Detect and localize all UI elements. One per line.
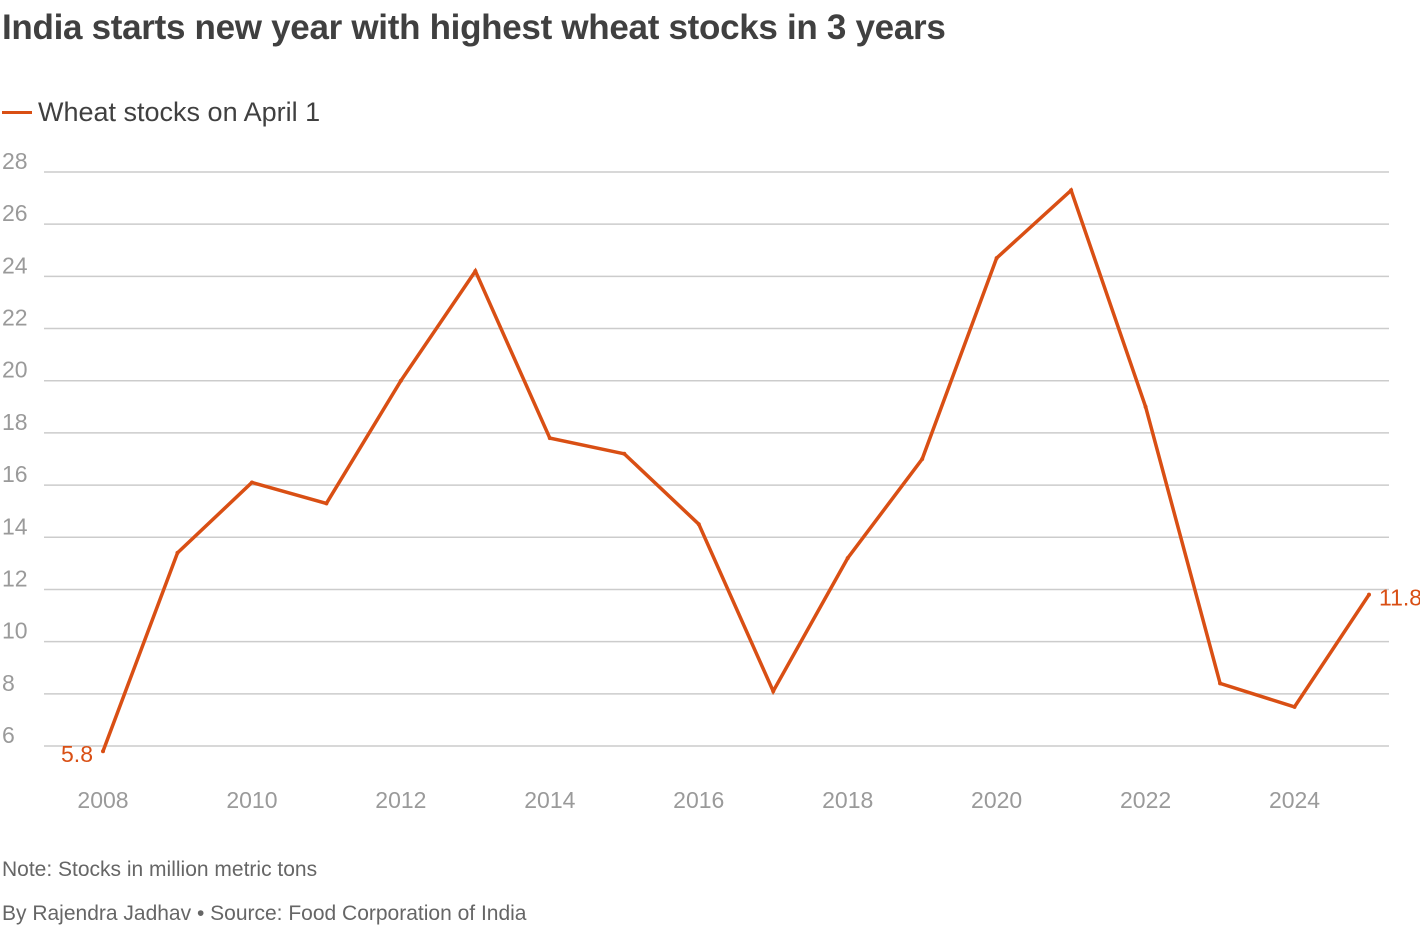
y-tick-12: 12 xyxy=(2,565,28,591)
data-point-2015 xyxy=(622,451,627,456)
y-tick-6: 6 xyxy=(2,722,15,748)
data-point-2016 xyxy=(696,522,701,527)
series-line-0 xyxy=(101,187,1371,752)
chart-note: Note: Stocks in million metric tons xyxy=(2,858,318,881)
y-tick-18: 18 xyxy=(2,409,28,435)
data-labels: 5.8 11.8 xyxy=(61,585,1420,768)
data-point-2017 xyxy=(771,689,776,694)
data-point-2011 xyxy=(324,501,329,506)
y-axis-ticks: 6 8 10 12 14 16 18 20 22 24 26 28 xyxy=(2,148,28,748)
series-layer xyxy=(101,187,1371,754)
data-point-2013 xyxy=(473,269,478,274)
data-point-2019 xyxy=(920,457,925,461)
x-tick-2024: 2024 xyxy=(1269,787,1320,813)
x-tick-2010: 2010 xyxy=(226,787,277,813)
x-tick-2016: 2016 xyxy=(673,787,724,813)
y-tick-8: 8 xyxy=(2,670,15,696)
data-label-2008: 5.8 xyxy=(61,741,93,767)
y-tick-10: 10 xyxy=(2,618,28,644)
data-point-2024 xyxy=(1292,704,1297,709)
y-tick-20: 20 xyxy=(2,357,28,383)
legend-label: Wheat stocks on April 1 xyxy=(38,96,321,127)
data-point-2020 xyxy=(994,256,999,261)
legend-swatch xyxy=(2,110,32,114)
data-label-2025: 11.8 xyxy=(1379,585,1420,611)
y-tick-16: 16 xyxy=(2,461,28,487)
data-point-2010 xyxy=(249,480,254,485)
x-tick-2014: 2014 xyxy=(524,787,575,813)
data-point-2023 xyxy=(1218,681,1223,686)
x-tick-2012: 2012 xyxy=(375,787,426,813)
x-axis-ticks: 2008 2010 2012 2014 2016 2018 2020 2022 2024 xyxy=(77,787,1320,813)
y-tick-24: 24 xyxy=(2,252,28,278)
y-tick-22: 22 xyxy=(2,305,28,331)
data-point-2025 xyxy=(1367,592,1371,597)
grid-lines xyxy=(44,171,1389,747)
x-tick-2018: 2018 xyxy=(822,787,873,813)
data-point-2022 xyxy=(1143,404,1148,409)
chart-source: By Rajendra Jadhav • Source: Food Corpor… xyxy=(2,902,527,925)
chart-title: India starts new year with highest wheat… xyxy=(2,8,946,47)
x-tick-2008: 2008 xyxy=(77,787,128,813)
data-point-2012 xyxy=(398,378,403,383)
y-tick-14: 14 xyxy=(2,513,28,539)
x-tick-2020: 2020 xyxy=(971,787,1022,813)
data-point-2009 xyxy=(175,550,180,555)
x-tick-2022: 2022 xyxy=(1120,787,1171,813)
y-tick-28: 28 xyxy=(2,148,28,174)
data-point-2018 xyxy=(845,556,850,561)
data-point-2008 xyxy=(101,749,105,754)
data-point-2021 xyxy=(1069,188,1074,193)
data-point-2014 xyxy=(547,436,552,441)
legend: Wheat stocks on April 1 xyxy=(2,94,320,130)
y-tick-26: 26 xyxy=(2,200,28,226)
